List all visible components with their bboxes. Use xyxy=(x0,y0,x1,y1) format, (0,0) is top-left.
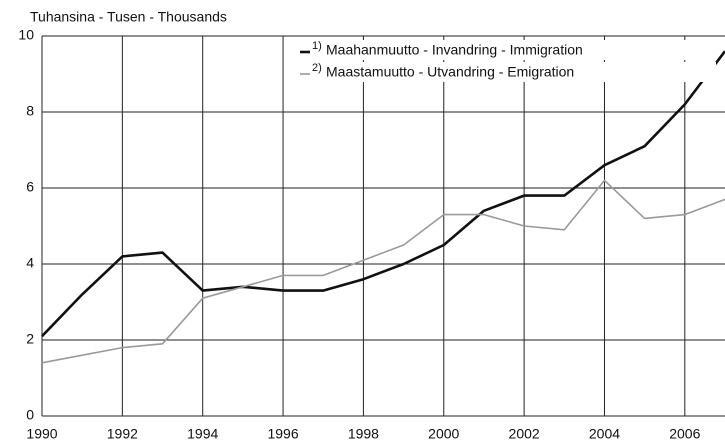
y-tick-label: 6 xyxy=(26,179,34,195)
legend-note: 2) xyxy=(312,62,322,74)
legend-bg xyxy=(296,40,716,60)
x-tick-label: 2002 xyxy=(509,426,540,442)
series-line xyxy=(41,179,725,364)
y-tick-label: 8 xyxy=(26,103,34,119)
x-tick-label: 1994 xyxy=(187,426,218,442)
legend-label: Maahanmuutto - Invandring - Immigration xyxy=(326,42,583,58)
x-tick-label: 2000 xyxy=(428,426,459,442)
x-tick-label: 2004 xyxy=(589,426,620,442)
y-axis-label: Tuhansina - Tusen - Thousands xyxy=(30,9,227,25)
legend-note: 1) xyxy=(312,40,322,52)
x-tick-label: 2006 xyxy=(669,426,700,442)
series-line xyxy=(41,50,725,338)
y-tick-label: 2 xyxy=(26,331,34,347)
x-tick-label: 1998 xyxy=(348,426,379,442)
y-tick-label: 10 xyxy=(18,27,34,43)
y-tick-label: 4 xyxy=(26,255,34,271)
legend-bg xyxy=(296,62,716,82)
y-tick-label: 0 xyxy=(26,407,34,423)
x-tick-label: 1996 xyxy=(267,426,298,442)
x-tick-label: 1990 xyxy=(26,426,57,442)
x-tick-label: 1992 xyxy=(107,426,138,442)
legend-label: Maastamuutto - Utvandring - Emigration xyxy=(326,64,574,80)
